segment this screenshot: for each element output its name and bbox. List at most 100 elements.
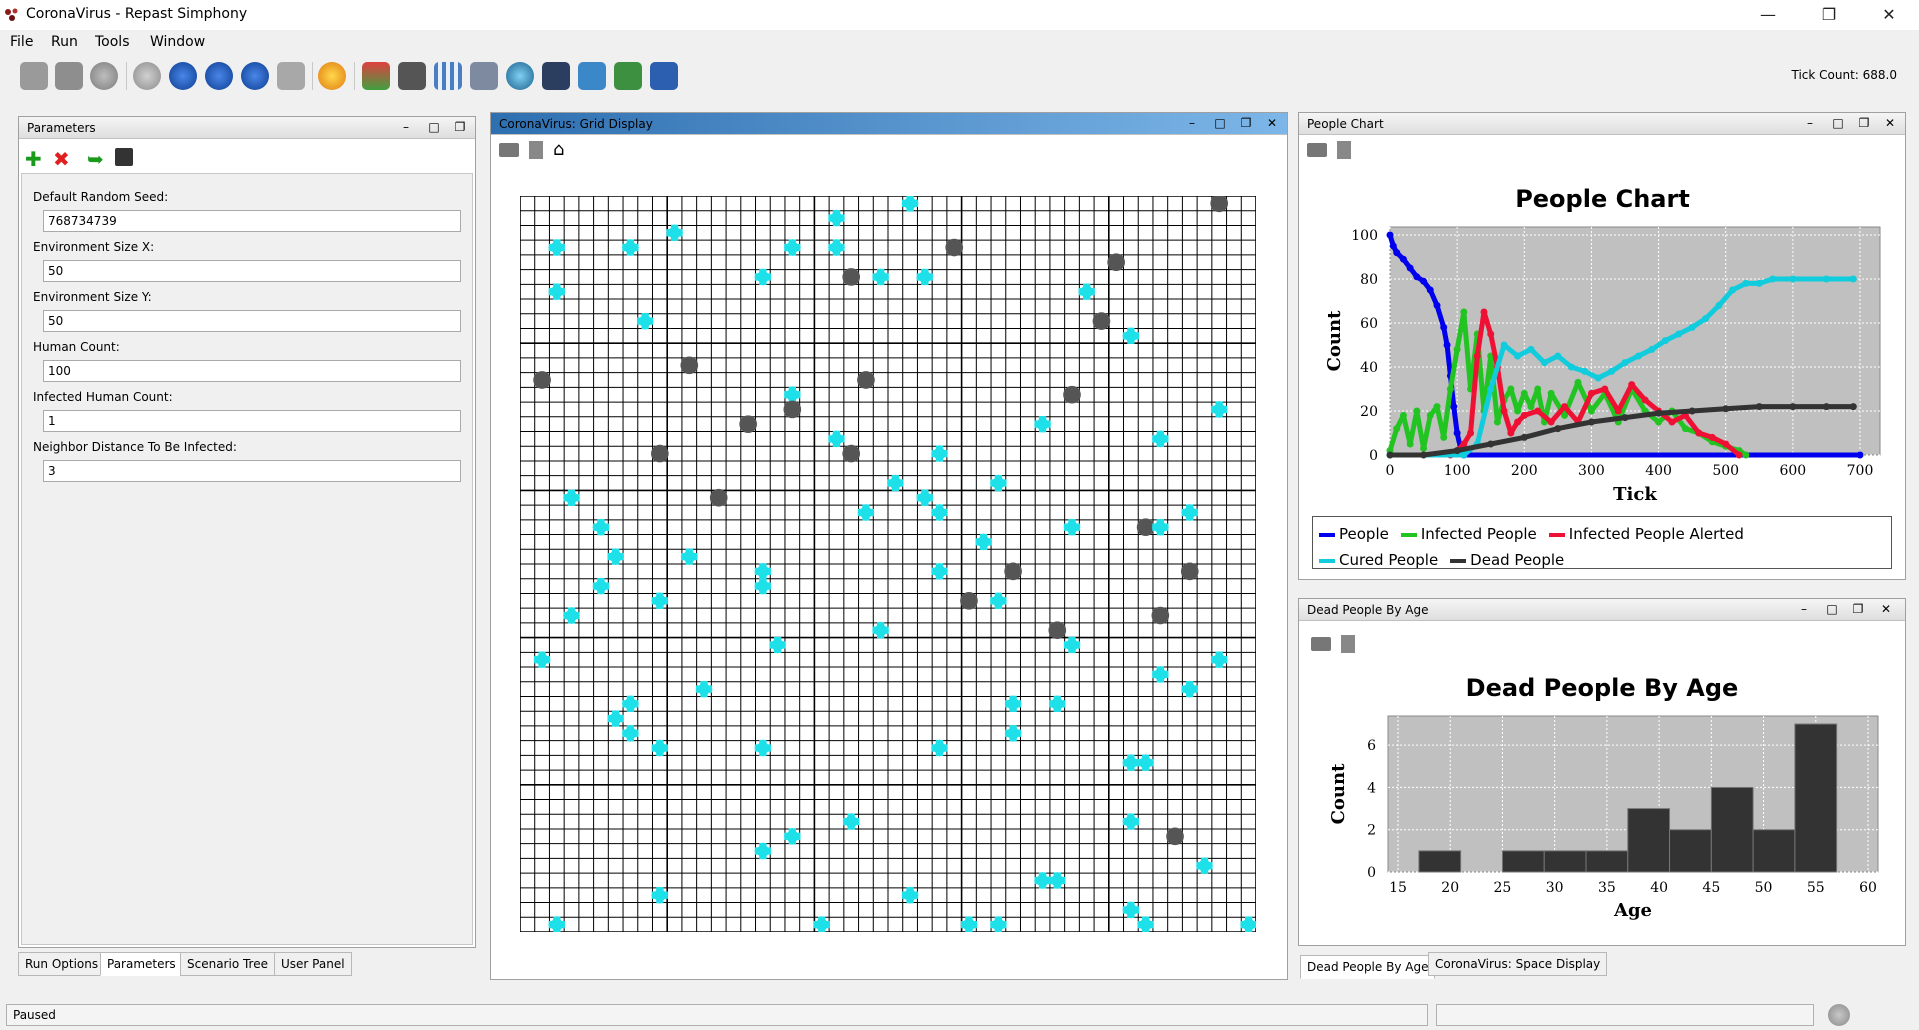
bar-chart-icon[interactable] (650, 62, 678, 90)
agent-bar (842, 813, 860, 831)
delete-icon[interactable]: ✖ (53, 147, 70, 171)
legend-swatch (1548, 532, 1565, 537)
reset-icon[interactable] (277, 62, 305, 90)
table-icon[interactable] (434, 62, 462, 90)
dead-agent (1107, 253, 1125, 272)
neighbor-distance-field[interactable]: 3 (43, 460, 461, 482)
y-tick-label: 0 (1367, 865, 1376, 881)
menu-file[interactable]: File (10, 34, 34, 50)
tab-parameters[interactable]: Parameters (100, 952, 183, 976)
tab-dead-people-by-age[interactable]: Dead People By Age (1300, 955, 1436, 979)
maximize-panel-icon[interactable]: □ (1826, 602, 1838, 616)
minimize-panel-icon[interactable]: – (1189, 116, 1195, 130)
data-point (1406, 264, 1414, 272)
menu-tools[interactable]: Tools (95, 34, 130, 50)
env-size-y-field[interactable]: 50 (43, 310, 461, 332)
y-tick-label: 60 (1360, 316, 1378, 332)
globe-icon[interactable] (506, 62, 534, 90)
power-icon[interactable] (133, 62, 161, 90)
data-point (1493, 418, 1501, 426)
save-icon[interactable] (55, 62, 83, 90)
maximize-button[interactable]: ❐ (1821, 5, 1837, 24)
minimize-panel-icon[interactable]: – (403, 120, 409, 134)
restore-panel-icon[interactable]: ❐ (1858, 116, 1870, 130)
param-label: Neighbor Distance To Be Infected: (33, 440, 237, 454)
zoom-icon[interactable] (578, 62, 606, 90)
close-button[interactable]: ✕ (1882, 5, 1896, 24)
infected-count-field[interactable]: 1 (43, 410, 461, 432)
calculator-icon[interactable] (470, 62, 498, 90)
agent-bar (1137, 916, 1155, 932)
close-panel-icon[interactable]: ✕ (1884, 116, 1896, 130)
agent-bar (1004, 724, 1022, 742)
add-icon[interactable]: ✚ (25, 147, 42, 171)
tab-scenario-tree[interactable]: Scenario Tree (180, 952, 275, 976)
data-point (1413, 273, 1421, 281)
export-icon[interactable] (1337, 141, 1351, 159)
dead-agent (1048, 621, 1067, 640)
data-point (1527, 403, 1535, 411)
play-icon[interactable] (169, 62, 197, 90)
healthy-agent (1210, 651, 1228, 669)
restore-panel-icon[interactable]: ❐ (1240, 116, 1252, 130)
data-point (1856, 451, 1864, 459)
tab-space-display[interactable]: CoronaVirus: Space Display (1428, 952, 1608, 976)
data-point (1715, 301, 1723, 309)
data-point (1789, 275, 1797, 283)
step-icon[interactable] (205, 62, 233, 90)
agent-bar (754, 842, 772, 860)
lightning-icon[interactable] (318, 62, 346, 90)
minimize-panel-icon[interactable]: – (1801, 602, 1807, 616)
menu-run[interactable]: Run (51, 34, 78, 50)
x-tick-label: 25 (1494, 880, 1512, 896)
plot-area (1389, 226, 1881, 456)
settings-icon[interactable] (398, 62, 426, 90)
healthy-agent (842, 813, 860, 831)
image-icon[interactable] (614, 62, 642, 90)
close-panel-icon[interactable]: ✕ (1266, 116, 1278, 130)
camera-icon[interactable] (1307, 143, 1327, 157)
human-count-field[interactable]: 100 (43, 360, 461, 382)
save-params-icon[interactable] (115, 148, 133, 166)
people-chart-header: People Chart – □ ❐ ✕ (1299, 113, 1905, 135)
import-icon[interactable]: ➥ (87, 147, 104, 171)
database-icon[interactable] (90, 62, 118, 90)
dead-agent (709, 488, 728, 507)
random-seed-field[interactable]: 768734739 (43, 210, 461, 232)
export-icon[interactable] (1341, 635, 1355, 653)
agent-bar (975, 533, 993, 551)
stop-icon[interactable] (241, 62, 269, 90)
tab-run-options[interactable]: Run Options (18, 952, 106, 976)
x-tick-label: 400 (1645, 463, 1672, 479)
info-icon[interactable] (1828, 1004, 1850, 1026)
minimize-button[interactable]: — (1760, 5, 1776, 24)
film-icon[interactable] (542, 62, 570, 90)
tab-user-panel[interactable]: User Panel (274, 952, 352, 976)
home-icon[interactable]: ⌂ (553, 139, 565, 160)
camera-icon[interactable] (1311, 637, 1331, 651)
export-icon[interactable] (529, 141, 543, 159)
open-icon[interactable] (20, 62, 48, 90)
maximize-panel-icon[interactable]: □ (1214, 116, 1226, 130)
agent-bar (989, 592, 1007, 610)
maximize-panel-icon[interactable]: □ (1832, 116, 1844, 130)
x-tick-label: 30 (1546, 880, 1564, 896)
restore-panel-icon[interactable]: ❐ (454, 120, 466, 134)
age-bar (1627, 808, 1671, 873)
menu-window[interactable]: Window (150, 34, 206, 50)
data-point (1601, 385, 1609, 393)
minimize-panel-icon[interactable]: – (1807, 116, 1813, 130)
camera-icon[interactable] (499, 143, 519, 157)
data-point (1413, 407, 1421, 415)
data-point (1473, 352, 1481, 360)
restore-panel-icon[interactable]: ❐ (1852, 602, 1864, 616)
data-point (1420, 444, 1428, 452)
dead-by-age-header: Dead People By Age – □ ❐ ✕ (1299, 599, 1905, 621)
healthy-agent (1122, 754, 1140, 772)
maximize-panel-icon[interactable]: □ (428, 120, 440, 134)
close-panel-icon[interactable]: ✕ (1880, 602, 1892, 616)
y-tick-label: 80 (1360, 272, 1378, 288)
env-size-x-field[interactable]: 50 (43, 260, 461, 282)
data-point (1822, 403, 1830, 411)
chart-pie-icon[interactable] (362, 62, 390, 90)
